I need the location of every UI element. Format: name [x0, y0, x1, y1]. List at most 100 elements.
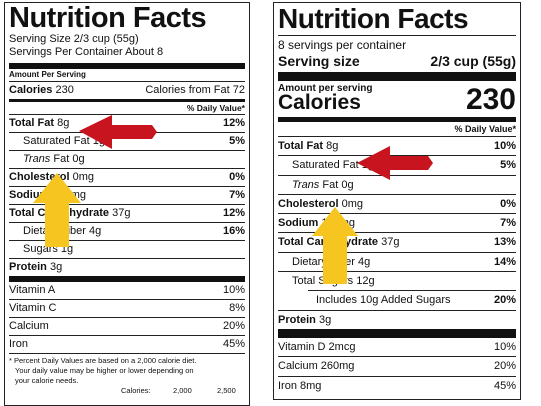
new-trans-fat-label-italic: Trans: [292, 178, 320, 191]
new-calories-row: Calories 230: [278, 85, 516, 115]
old-calories-from-fat: Calories from Fat 72: [145, 84, 245, 96]
old-vitamin-dv: 20%: [222, 320, 245, 332]
old-protein-amount: 3g: [49, 261, 63, 273]
new-added-sugars-dv: 20%: [493, 294, 516, 307]
new-sodium-dv: 7%: [500, 217, 516, 230]
old-footnote-cal-2500: 2,500: [217, 386, 236, 395]
divider: [9, 99, 245, 102]
old-protein-label: Protein: [9, 261, 47, 273]
divider: [278, 72, 516, 81]
new-cholesterol-row: Cholesterol 0mg 0%: [278, 193, 516, 213]
old-vitamin-dv: 10%: [222, 284, 245, 296]
old-vitamin-dv: 45%: [222, 338, 245, 350]
old-total-carb-amount: 37g: [112, 207, 131, 219]
new-mineral-name: Vitamin D 2mcg: [278, 340, 356, 353]
old-vitamin-name: Calcium: [9, 320, 49, 332]
old-cholesterol-amount: 0mg: [72, 171, 94, 183]
yellow-arrow-new-icon: [312, 207, 358, 284]
old-footnote-1: * Percent Daily Values are based on a 2,…: [9, 356, 197, 365]
red-arrow-new-icon: [357, 146, 433, 180]
old-footnote-3: your calorie needs.: [15, 376, 79, 385]
new-total-fat-label: Total Fat: [278, 140, 324, 152]
old-calories-value: 230: [55, 84, 74, 96]
red-arrow-old-icon: [79, 115, 157, 149]
old-footnote-cal-2000: 2,000: [173, 386, 192, 395]
new-nutrition-label: Nutrition Facts 8 servings per container…: [273, 2, 521, 400]
new-added-sugars-label: Includes 10g Added Sugars: [316, 294, 451, 307]
old-vitamin-row: Iron 45%: [9, 335, 245, 353]
new-cholesterol-label: Cholesterol: [278, 197, 339, 210]
new-added-sugars-row: Includes 10g Added Sugars 20%: [308, 290, 516, 309]
new-mineral-name: Iron 8mg: [278, 379, 322, 392]
new-trans-fat-label: Fat: [322, 178, 339, 191]
new-mineral-dv: 10%: [493, 340, 516, 353]
divider: [9, 276, 245, 282]
new-mineral-dv: 45%: [493, 379, 516, 392]
new-total-fat-amount: 8g: [326, 140, 339, 152]
old-trans-fat-amount: 0g: [72, 153, 85, 165]
old-vitamin-row: Vitamin A 10%: [9, 282, 245, 299]
new-mineral-dv: 20%: [493, 360, 516, 373]
old-dietary-fiber-row: Dietary Fiber 4g 16%: [9, 222, 245, 240]
new-dietary-fiber-dv: 14%: [493, 255, 516, 268]
old-total-fat-row: Total Fat 8g 12%: [9, 114, 245, 132]
new-protein-row: Protein 3g: [278, 309, 516, 329]
old-trans-fat-label-italic: Trans: [23, 153, 51, 165]
old-calories-label: Calories: [9, 84, 53, 96]
old-vitamin-name: Iron: [9, 338, 28, 350]
old-total-fat-dv: 12%: [222, 117, 245, 129]
old-vitamin-row: Vitamin C 8%: [9, 299, 245, 317]
new-calories-value: 230: [465, 83, 516, 116]
old-amount-per-serving: Amount Per Serving: [9, 70, 86, 79]
new-calories-label: Calories: [278, 91, 361, 114]
old-trans-fat-row: Trans Fat 0g: [9, 150, 245, 168]
divider: [9, 63, 245, 69]
new-label-title: Nutrition Facts: [278, 3, 469, 34]
old-daily-value-header: % Daily Value*: [186, 103, 245, 113]
divider: [278, 35, 516, 36]
new-daily-value-header: % Daily Value*: [454, 124, 516, 134]
new-serving-size-value: 2/3 cup (55g): [430, 53, 516, 69]
new-total-fat-row: Total Fat 8g 10%: [278, 136, 516, 155]
new-total-carb-amount: 37g: [381, 236, 400, 249]
old-vitamin-row: Calcium 20%: [9, 317, 245, 335]
new-mineral-row: Vitamin D 2mcg 10%: [278, 338, 516, 356]
new-amount-per-serving: Amount per serving: [278, 83, 373, 94]
old-trans-fat-label: Fat: [53, 153, 70, 165]
old-cholesterol-row: Cholesterol 0mg 0%: [9, 168, 245, 186]
old-footnote-2: Your daily value may be higher or lower …: [15, 366, 194, 375]
new-total-fat-dv: 10%: [493, 140, 516, 152]
old-saturated-fat-dv: 5%: [229, 135, 245, 147]
new-mineral-name: Calcium 260mg: [278, 360, 355, 373]
new-mineral-row: Iron 8mg 45%: [278, 375, 516, 395]
divider: [278, 117, 516, 122]
old-serving-size: Serving Size 2/3 cup (55g): [9, 33, 139, 45]
new-trans-fat-row: Trans Fat 0g: [278, 174, 516, 194]
new-cholesterol-dv: 0%: [500, 197, 516, 210]
new-cholesterol-amount: 0mg: [341, 197, 363, 210]
new-saturated-fat-label: Saturated Fat: [292, 159, 359, 172]
new-trans-fat-amount: 0g: [341, 178, 354, 191]
new-dietary-fiber-amount: 4g: [358, 255, 371, 268]
old-servings-per-container: Servings Per Container About 8: [9, 46, 164, 58]
new-protein-label: Protein: [278, 313, 316, 326]
new-total-sugars-amount: 12g: [356, 275, 375, 288]
old-footnote-calories-row: Calories: 2,000 2,500: [9, 386, 245, 396]
old-vitamin-name: Vitamin C: [9, 302, 57, 314]
old-total-carb-dv: 12%: [222, 207, 245, 219]
old-calories-row: Calories 230 Calories from Fat 72: [9, 81, 245, 99]
old-vitamin-dv: 8%: [229, 302, 245, 314]
old-saturated-fat-label: Saturated Fat: [23, 135, 90, 147]
new-sodium-label: Sodium: [278, 217, 319, 230]
new-servings-per-container: 8 servings per container: [278, 38, 407, 52]
old-sodium-dv: 7%: [229, 189, 245, 201]
divider: [278, 328, 516, 338]
old-total-fat-label: Total Fat: [9, 117, 55, 129]
old-vitamin-name: Vitamin A: [9, 284, 56, 296]
old-total-fat-amount: 8g: [57, 117, 70, 129]
new-protein-amount: 3g: [318, 313, 332, 326]
old-protein-row: Protein 3g: [9, 258, 245, 276]
new-serving-size-row: Serving size 2/3 cup (55g): [278, 52, 516, 70]
new-serving-size-label: Serving size: [278, 53, 360, 69]
